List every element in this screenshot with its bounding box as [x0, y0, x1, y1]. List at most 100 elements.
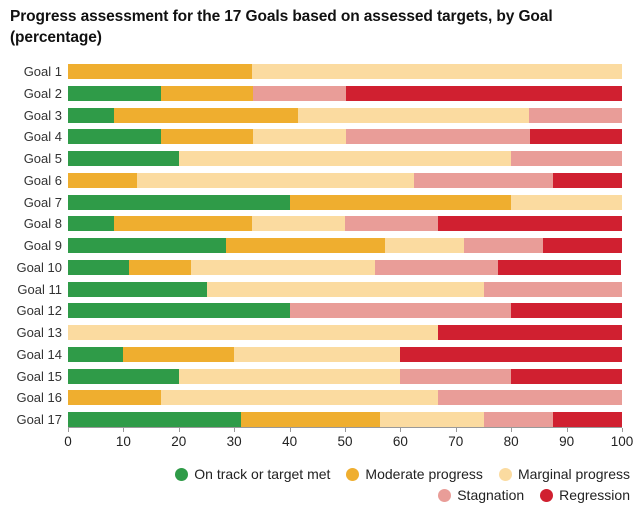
legend-swatch-icon — [498, 467, 512, 481]
bar-track — [68, 238, 622, 253]
bar-segment — [252, 64, 622, 79]
bar-segment — [68, 281, 207, 297]
legend-label: On track or target met — [194, 466, 331, 482]
bar-segment — [552, 412, 622, 427]
x-axis-tick-label: 50 — [337, 434, 353, 449]
x-axis-tick-label: 70 — [448, 434, 464, 449]
bar-segment — [375, 259, 499, 275]
legend-item: Stagnation — [438, 487, 524, 503]
bar-track — [68, 281, 622, 297]
x-axis-tick — [345, 428, 346, 432]
bar-segment — [400, 346, 622, 362]
bar-segment — [178, 368, 401, 384]
legend: On track or target met Moderate progress M… — [175, 466, 630, 503]
bar-row: Goal 17 — [10, 412, 630, 427]
bar-row-label: Goal 11 — [17, 281, 62, 297]
bar-segment — [529, 107, 622, 123]
bar-row: Goal 6 — [10, 172, 630, 188]
bar-row: Goal 7 — [10, 194, 630, 210]
bar-row: Goal 13 — [10, 325, 630, 340]
bar-row: Goal 4 — [10, 129, 630, 145]
bar-row-label: Goal 4 — [23, 129, 62, 145]
legend-item: Regression — [540, 487, 630, 503]
bar-row: Goal 10 — [10, 259, 630, 275]
bar-segment — [437, 325, 622, 340]
bar-segment — [68, 303, 290, 319]
bar-rows: Goal 1 Goal 2 Goal 3 Goal 4 Goal 5 Goal 6 Goal… — [10, 64, 630, 434]
bar-segment — [511, 151, 622, 166]
bar-segment — [160, 390, 438, 406]
bar-segment — [345, 85, 622, 101]
x-axis-tick — [234, 428, 236, 432]
bar-row: Goal 16 — [10, 390, 630, 406]
bar-segment — [178, 151, 512, 166]
bar-row-label: Goal 2 — [23, 85, 62, 101]
chart-title: Progress assessment for the 17 Goals bas… — [10, 6, 634, 48]
bar-track — [68, 390, 622, 406]
bar-segment — [414, 172, 553, 188]
legend-swatch-icon — [175, 467, 189, 481]
bar-row: Goal 1 — [10, 64, 630, 79]
bar-segment — [68, 172, 138, 188]
bar-segment — [113, 107, 299, 123]
bar-track — [68, 303, 622, 319]
bar-track — [68, 346, 622, 362]
bar-segment — [160, 85, 254, 101]
bar-segment — [464, 238, 544, 253]
x-axis-tick — [178, 428, 180, 432]
x-axis-tick-label: 100 — [610, 434, 634, 449]
bar-segment — [137, 172, 415, 188]
x-axis-tick-label: 80 — [503, 434, 519, 449]
bar-segment — [226, 238, 385, 253]
bar-segment — [68, 194, 290, 210]
x-axis-tick — [622, 428, 623, 432]
bar-segment — [345, 129, 531, 145]
legend-swatch-icon — [540, 488, 554, 502]
bar-segment — [511, 303, 622, 319]
bar-track — [68, 325, 622, 340]
x-axis-tick-label: 60 — [392, 434, 408, 449]
bar-segment — [68, 151, 179, 166]
bar-segment — [68, 325, 438, 340]
bar-segment — [68, 346, 124, 362]
bar-segment — [68, 412, 242, 427]
bar-track — [68, 172, 622, 188]
x-axis-tick — [566, 428, 568, 432]
bar-segment — [400, 368, 512, 384]
bar-segment — [530, 129, 622, 145]
bar-segment — [437, 390, 622, 406]
chart-title-line2: (percentage) — [10, 29, 102, 46]
legend-label: Marginal progress — [517, 466, 630, 482]
bar-row-label: Goal 13 — [16, 325, 62, 340]
bar-track — [68, 259, 622, 275]
bar-segment — [498, 259, 622, 275]
bar-row: Goal 2 — [10, 85, 630, 101]
x-axis-tick — [68, 428, 69, 432]
x-axis-tick-label: 40 — [282, 434, 298, 449]
bar-segment — [68, 238, 227, 253]
x-axis-tick-label: 30 — [226, 434, 242, 449]
x-axis-tick — [123, 428, 125, 432]
bar-segment — [234, 346, 401, 362]
x-axis-tick — [289, 428, 291, 432]
x-axis-tick-label: 20 — [171, 434, 187, 449]
bar-row-label: Goal 7 — [23, 194, 62, 210]
bar-segment — [253, 85, 346, 101]
bar-segment — [68, 368, 179, 384]
chart-title-line1: Progress assessment for the 17 Goals bas… — [10, 8, 553, 25]
bar-track — [68, 151, 622, 166]
legend-swatch-icon — [438, 488, 452, 502]
bar-segment — [379, 412, 484, 427]
bar-segment — [289, 194, 512, 210]
bar-row-label: Goal 10 — [16, 259, 62, 275]
bar-row: Goal 9 — [10, 238, 630, 253]
bar-track — [68, 64, 622, 79]
bar-row-label: Goal 17 — [16, 412, 62, 427]
bar-segment — [511, 194, 622, 210]
bar-segment — [129, 259, 191, 275]
bar-segment — [68, 216, 114, 232]
bar-segment — [123, 346, 235, 362]
legend-item: Moderate progress — [346, 466, 483, 482]
bar-row-label: Goal 15 — [16, 368, 62, 384]
x-axis-tick-label: 0 — [64, 434, 72, 449]
